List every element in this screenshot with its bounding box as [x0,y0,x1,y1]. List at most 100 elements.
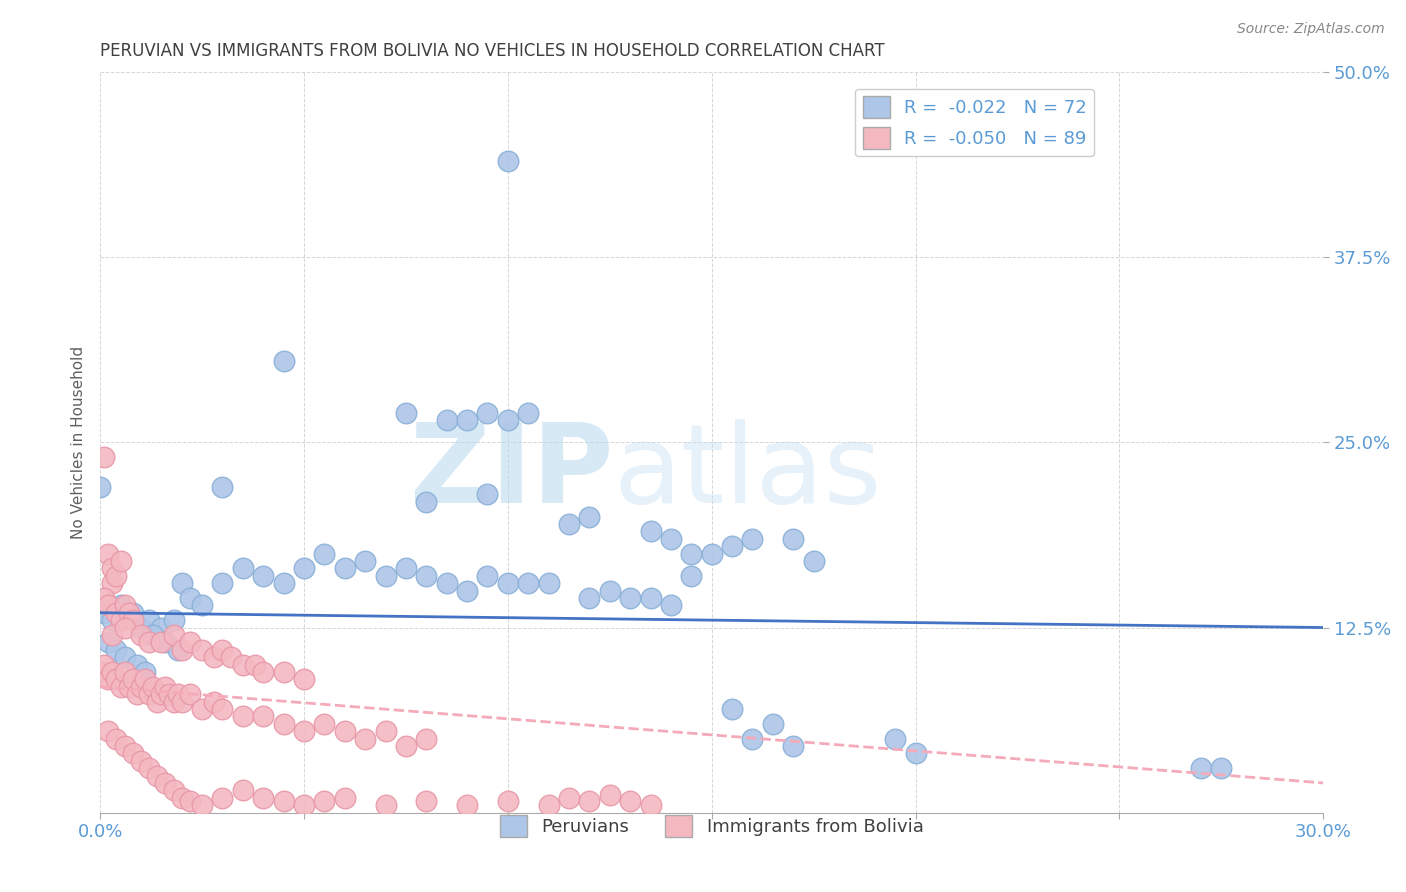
Text: Source: ZipAtlas.com: Source: ZipAtlas.com [1237,22,1385,37]
Point [537,798,560,813]
Point [782,739,804,753]
Point [191,702,214,716]
Point [105,606,128,620]
Point [179,591,201,605]
Point [129,628,152,642]
Point [904,747,927,761]
Point [640,591,662,605]
Point [477,406,499,420]
Point [118,606,141,620]
Point [105,673,128,687]
Point [681,547,703,561]
Point [101,576,124,591]
Point [191,642,214,657]
Point [105,731,128,746]
Point [243,657,266,672]
Point [129,754,152,768]
Point [374,724,396,739]
Point [114,599,136,613]
Point [354,731,377,746]
Point [129,680,152,694]
Point [292,798,315,813]
Point [219,650,242,665]
Point [578,794,600,808]
Point [803,554,825,568]
Point [162,613,184,627]
Point [537,576,560,591]
Point [146,694,169,708]
Point [134,665,156,679]
Point [97,724,120,739]
Point [436,576,458,591]
Point [118,680,141,694]
Point [517,576,540,591]
Point [415,494,437,508]
Point [162,694,184,708]
Point [191,798,214,813]
Point [558,790,581,805]
Point [659,599,682,613]
Point [179,635,201,649]
Point [179,794,201,808]
Text: ZIP: ZIP [411,418,614,525]
Point [659,532,682,546]
Point [170,642,193,657]
Point [114,621,136,635]
Point [155,680,177,694]
Point [436,413,458,427]
Point [333,724,356,739]
Point [314,716,336,731]
Point [155,635,177,649]
Point [150,635,173,649]
Point [110,599,132,613]
Point [884,731,907,746]
Point [89,480,111,494]
Point [1211,761,1233,775]
Point [292,561,315,575]
Point [101,628,124,642]
Point [395,561,418,575]
Point [110,680,132,694]
Point [179,687,201,701]
Point [162,783,184,797]
Point [374,798,396,813]
Point [252,568,274,582]
Point [395,739,418,753]
Point [101,665,124,679]
Point [782,532,804,546]
Point [252,790,274,805]
Point [741,532,763,546]
Point [640,524,662,539]
Point [599,788,621,802]
Point [415,568,437,582]
Point [138,687,160,701]
Point [114,665,136,679]
Point [121,747,143,761]
Point [121,613,143,627]
Point [292,673,315,687]
Point [721,539,744,553]
Point [333,790,356,805]
Point [202,694,225,708]
Point [105,568,128,582]
Point [599,583,621,598]
Point [578,591,600,605]
Point [681,568,703,582]
Point [211,642,233,657]
Point [762,716,785,731]
Point [142,680,165,694]
Point [477,487,499,501]
Point [741,731,763,746]
Point [273,665,295,679]
Point [232,561,254,575]
Point [121,606,143,620]
Point [93,450,115,465]
Point [456,798,478,813]
Point [273,794,295,808]
Point [97,547,120,561]
Point [114,739,136,753]
Point [134,673,156,687]
Point [619,794,641,808]
Legend: Peruvians, Immigrants from Bolivia: Peruvians, Immigrants from Bolivia [492,808,931,844]
Point [155,776,177,790]
